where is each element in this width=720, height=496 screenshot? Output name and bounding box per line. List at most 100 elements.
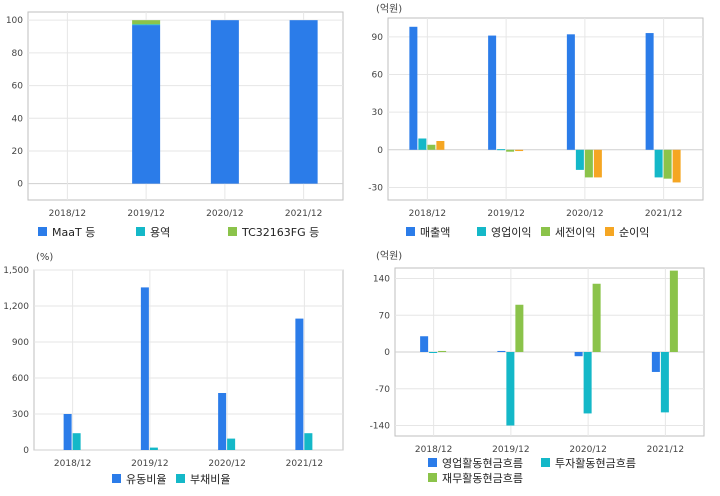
bar	[132, 24, 161, 26]
x-tick-label: 2018/12	[409, 209, 446, 219]
y-tick-label: 60	[372, 70, 384, 80]
bar	[515, 304, 524, 352]
bar	[669, 270, 678, 352]
bar	[63, 414, 72, 450]
y-tick-label: 90	[372, 33, 384, 43]
bar	[218, 393, 227, 450]
bar	[149, 447, 158, 450]
bar	[583, 352, 592, 414]
unit-label: (억원)	[376, 3, 402, 15]
bar	[436, 141, 445, 150]
bar	[654, 149, 663, 178]
y-tick-label: 1,500	[3, 266, 29, 276]
legend-label: MaaT 등	[52, 226, 95, 239]
bar	[295, 318, 304, 450]
bar	[574, 352, 583, 357]
legend-label: TC32163FG 등	[241, 226, 319, 239]
y-tick-label: 0	[384, 348, 390, 358]
x-tick-label: 2019/12	[487, 209, 524, 219]
bar	[227, 438, 236, 450]
x-tick-label: 2018/12	[54, 459, 91, 469]
x-tick-label: 2020/12	[566, 209, 603, 219]
x-tick-label: 2020/12	[206, 209, 243, 219]
chart-2: (억원) -30 0 30 60 90 2018/12 2019/12 2020/12 2021/…	[368, 3, 704, 239]
bar	[651, 352, 660, 372]
bar	[429, 352, 438, 353]
y-tick-label: -70	[375, 385, 390, 395]
x-tick-label: 2019/12	[127, 209, 164, 219]
legend-swatch	[136, 227, 145, 236]
y-tick-label: 0	[17, 180, 23, 190]
bar	[488, 35, 497, 150]
chart-4: (억원) -140 -70 0 70 140 2018/12 2019/12 2020/12 20…	[370, 250, 705, 485]
bar	[418, 138, 427, 150]
legend-swatch	[541, 227, 550, 236]
bar	[132, 20, 161, 25]
x-tick-label: 2019/12	[492, 445, 529, 455]
legend-label: 투자활동현금흐름	[555, 456, 636, 470]
legend-swatch	[428, 473, 437, 482]
y-tick-label: 300	[12, 410, 29, 420]
y-tick-label: 1,200	[3, 302, 29, 312]
x-tick-label: 2019/12	[131, 459, 168, 469]
y-tick-label: 20	[12, 147, 24, 157]
legend-swatch	[228, 227, 237, 236]
legend-label: 부채비율	[190, 473, 230, 486]
y-tick-label: 70	[379, 311, 391, 321]
legend-label: 영업이익	[491, 226, 531, 239]
y-tick-label: -30	[368, 183, 383, 193]
bar	[506, 352, 515, 426]
chart-3: (%) 0 300 600 900 1,200 1,500 2018/12 2019/12 202…	[3, 252, 344, 486]
legend-swatch	[112, 474, 121, 483]
x-tick-label: 2021/12	[647, 445, 684, 455]
bar	[289, 20, 318, 184]
y-tick-label: 100	[6, 16, 23, 26]
y-tick-label: 60	[12, 82, 24, 92]
bar	[497, 350, 506, 352]
x-tick-label: 2020/12	[208, 459, 245, 469]
bar	[575, 149, 584, 170]
bar	[210, 20, 239, 184]
legend-label: 재무활동현금흐름	[442, 471, 523, 485]
x-tick-label: 2021/12	[645, 209, 682, 219]
legend-swatch	[38, 227, 47, 236]
y-tick-label: 0	[23, 446, 29, 456]
legend-label: 유동비율	[126, 473, 166, 486]
bar	[593, 149, 602, 178]
legend-swatch	[406, 227, 415, 236]
bar	[660, 352, 669, 413]
chart-1: 0 20 40 60 80 100 2018/12 2019/12 2020/12 2021/12…	[6, 11, 344, 239]
bar	[663, 149, 672, 179]
bar	[420, 336, 429, 352]
unit-label: (%)	[36, 252, 53, 263]
x-tick-label: 2021/12	[286, 459, 323, 469]
legend-swatch	[541, 458, 550, 467]
x-tick-label: 2018/12	[415, 445, 452, 455]
bar	[438, 350, 447, 352]
legend-label: 영업활동현금흐름	[442, 456, 523, 470]
legend-swatch	[477, 227, 486, 236]
unit-label: (억원)	[376, 250, 402, 262]
bar	[304, 433, 313, 450]
bar	[645, 33, 654, 150]
bar	[584, 149, 593, 178]
y-tick-label: 80	[12, 49, 24, 59]
y-tick-label: 0	[377, 146, 383, 156]
y-tick-label: 140	[373, 275, 390, 285]
y-tick-label: 30	[372, 108, 384, 118]
x-tick-label: 2021/12	[285, 209, 322, 219]
legend-swatch	[428, 458, 437, 467]
x-tick-label: 2020/12	[569, 445, 606, 455]
x-tick-label: 2018/12	[49, 209, 86, 219]
y-tick-label: 900	[12, 338, 29, 348]
bar	[592, 283, 601, 352]
legend-swatch	[605, 227, 614, 236]
plot-frame	[33, 269, 344, 451]
y-tick-label: 40	[12, 114, 24, 124]
bar	[409, 26, 418, 150]
legend-label: 매출액	[420, 226, 450, 239]
legend-label: 순이익	[619, 226, 649, 239]
legend-label: 용역	[150, 226, 170, 239]
bar	[132, 25, 161, 184]
